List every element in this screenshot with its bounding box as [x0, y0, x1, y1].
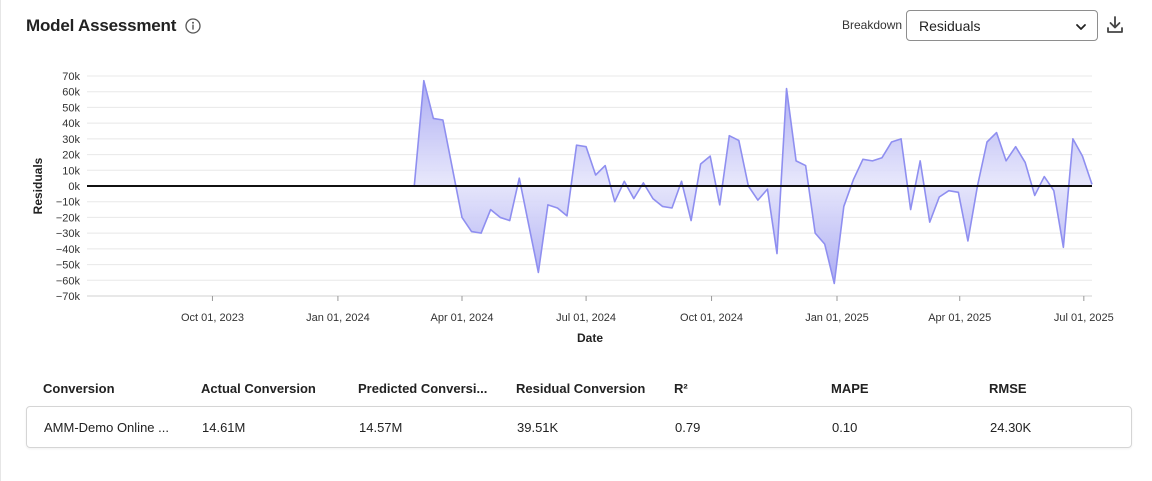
metrics-table: Conversion Actual Conversion Predicted C… — [26, 373, 1132, 448]
y-tick-label: 70k — [62, 71, 80, 83]
cell-actual-conversion: 14.61M — [202, 419, 246, 435]
cell-rmse: 24.30K — [990, 419, 1032, 435]
table-header-row: Conversion Actual Conversion Predicted C… — [26, 373, 1132, 403]
x-axis-label: Date — [577, 331, 603, 345]
info-icon[interactable] — [185, 18, 201, 34]
y-tick-label: 30k — [62, 134, 80, 146]
download-icon[interactable] — [1105, 15, 1125, 35]
panel-header: Model Assessment — [26, 12, 201, 40]
y-tick-label: −40k — [56, 244, 81, 256]
y-tick-label: −50k — [56, 260, 81, 272]
column-header-residual-conversion[interactable]: Residual Conversion — [516, 380, 646, 396]
y-tick-label: 10k — [62, 165, 80, 177]
y-tick-label: −20k — [56, 212, 81, 224]
residuals-chart: 70k 60k 50k 40k 30k 20k 10k 0k −10k −20k −30k −40k −… — [31, 71, 1114, 345]
y-tick-label: 50k — [62, 102, 80, 114]
breakdown-label: Breakdown — [842, 18, 903, 32]
column-header-r-squared[interactable]: R² — [674, 380, 688, 396]
table-row[interactable]: AMM-Demo Online ... 14.61M 14.57M 39.51K… — [26, 406, 1132, 448]
x-tick-label: Jul 01, 2024 — [556, 312, 616, 324]
chevron-down-icon — [1075, 20, 1087, 32]
y-tick-label: 20k — [62, 150, 80, 162]
y-axis-label: Residuals — [31, 157, 45, 214]
cell-predicted-conversion: 14.57M — [359, 419, 403, 435]
column-header-conversion[interactable]: Conversion — [43, 380, 115, 396]
column-header-mape[interactable]: MAPE — [831, 380, 869, 396]
cell-conversion: AMM-Demo Online ... — [44, 419, 169, 435]
x-tick-label: Apr 01, 2025 — [928, 312, 991, 324]
x-tick-label: Oct 01, 2024 — [680, 312, 743, 324]
residuals-area-fill — [414, 80, 1093, 284]
breakdown-selected-value: Residuals — [919, 17, 981, 34]
cell-residual-conversion: 39.51K — [517, 419, 559, 435]
y-tick-label: −30k — [56, 228, 81, 240]
y-tick-label: −10k — [56, 197, 81, 209]
x-tick-label: Jul 01, 2025 — [1054, 312, 1114, 324]
column-header-actual-conversion[interactable]: Actual Conversion — [201, 380, 316, 396]
x-tick-label: Jan 01, 2024 — [306, 312, 370, 324]
column-header-predicted-conversion[interactable]: Predicted Conversi... — [358, 380, 488, 396]
panel-title: Model Assessment — [26, 16, 177, 35]
x-tick-label: Oct 01, 2023 — [181, 312, 244, 324]
y-tick-label: 40k — [62, 118, 80, 130]
breakdown-dropdown[interactable]: Residuals — [906, 10, 1098, 41]
y-tick-label: −60k — [56, 275, 81, 287]
y-tick-label: 0k — [68, 181, 80, 193]
x-tick-label: Apr 01, 2024 — [431, 312, 494, 324]
y-tick-label: 60k — [62, 87, 80, 99]
x-tick-label: Jan 01, 2025 — [805, 312, 869, 324]
y-tick-label: −70k — [56, 291, 81, 303]
cell-mape: 0.10 — [832, 419, 858, 435]
residuals-series-line — [413, 79, 1093, 285]
column-header-rmse[interactable]: RMSE — [989, 380, 1027, 396]
cell-r-squared: 0.79 — [675, 419, 701, 435]
